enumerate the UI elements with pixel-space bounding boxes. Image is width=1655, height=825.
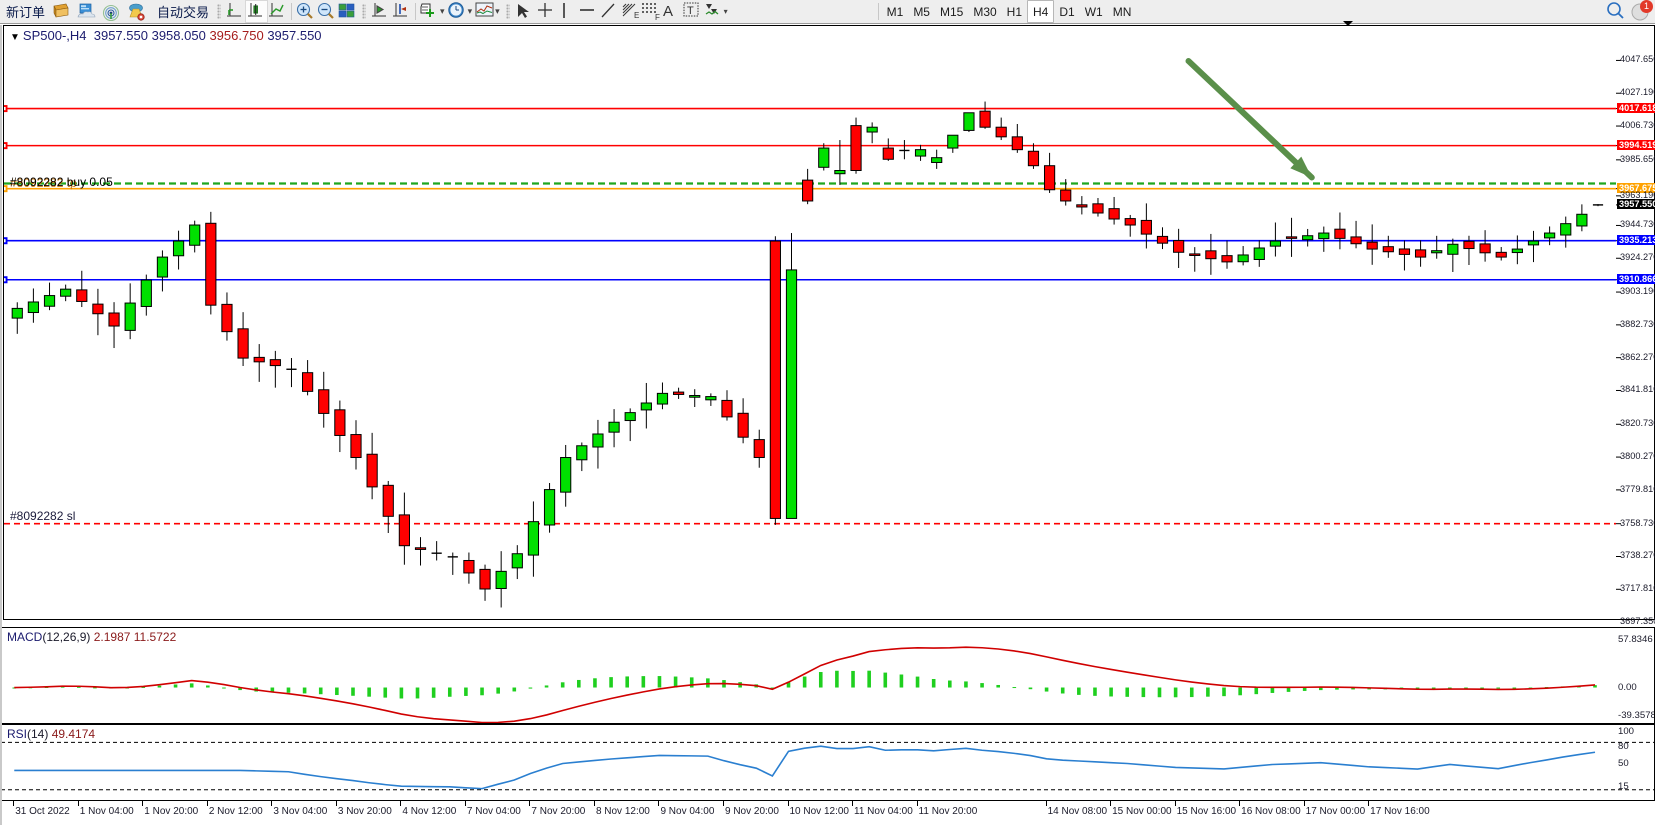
svg-text:E: E xyxy=(634,11,639,20)
svg-text:F: F xyxy=(655,13,660,22)
svg-text:A: A xyxy=(663,3,673,20)
svg-text:T: T xyxy=(687,5,694,17)
